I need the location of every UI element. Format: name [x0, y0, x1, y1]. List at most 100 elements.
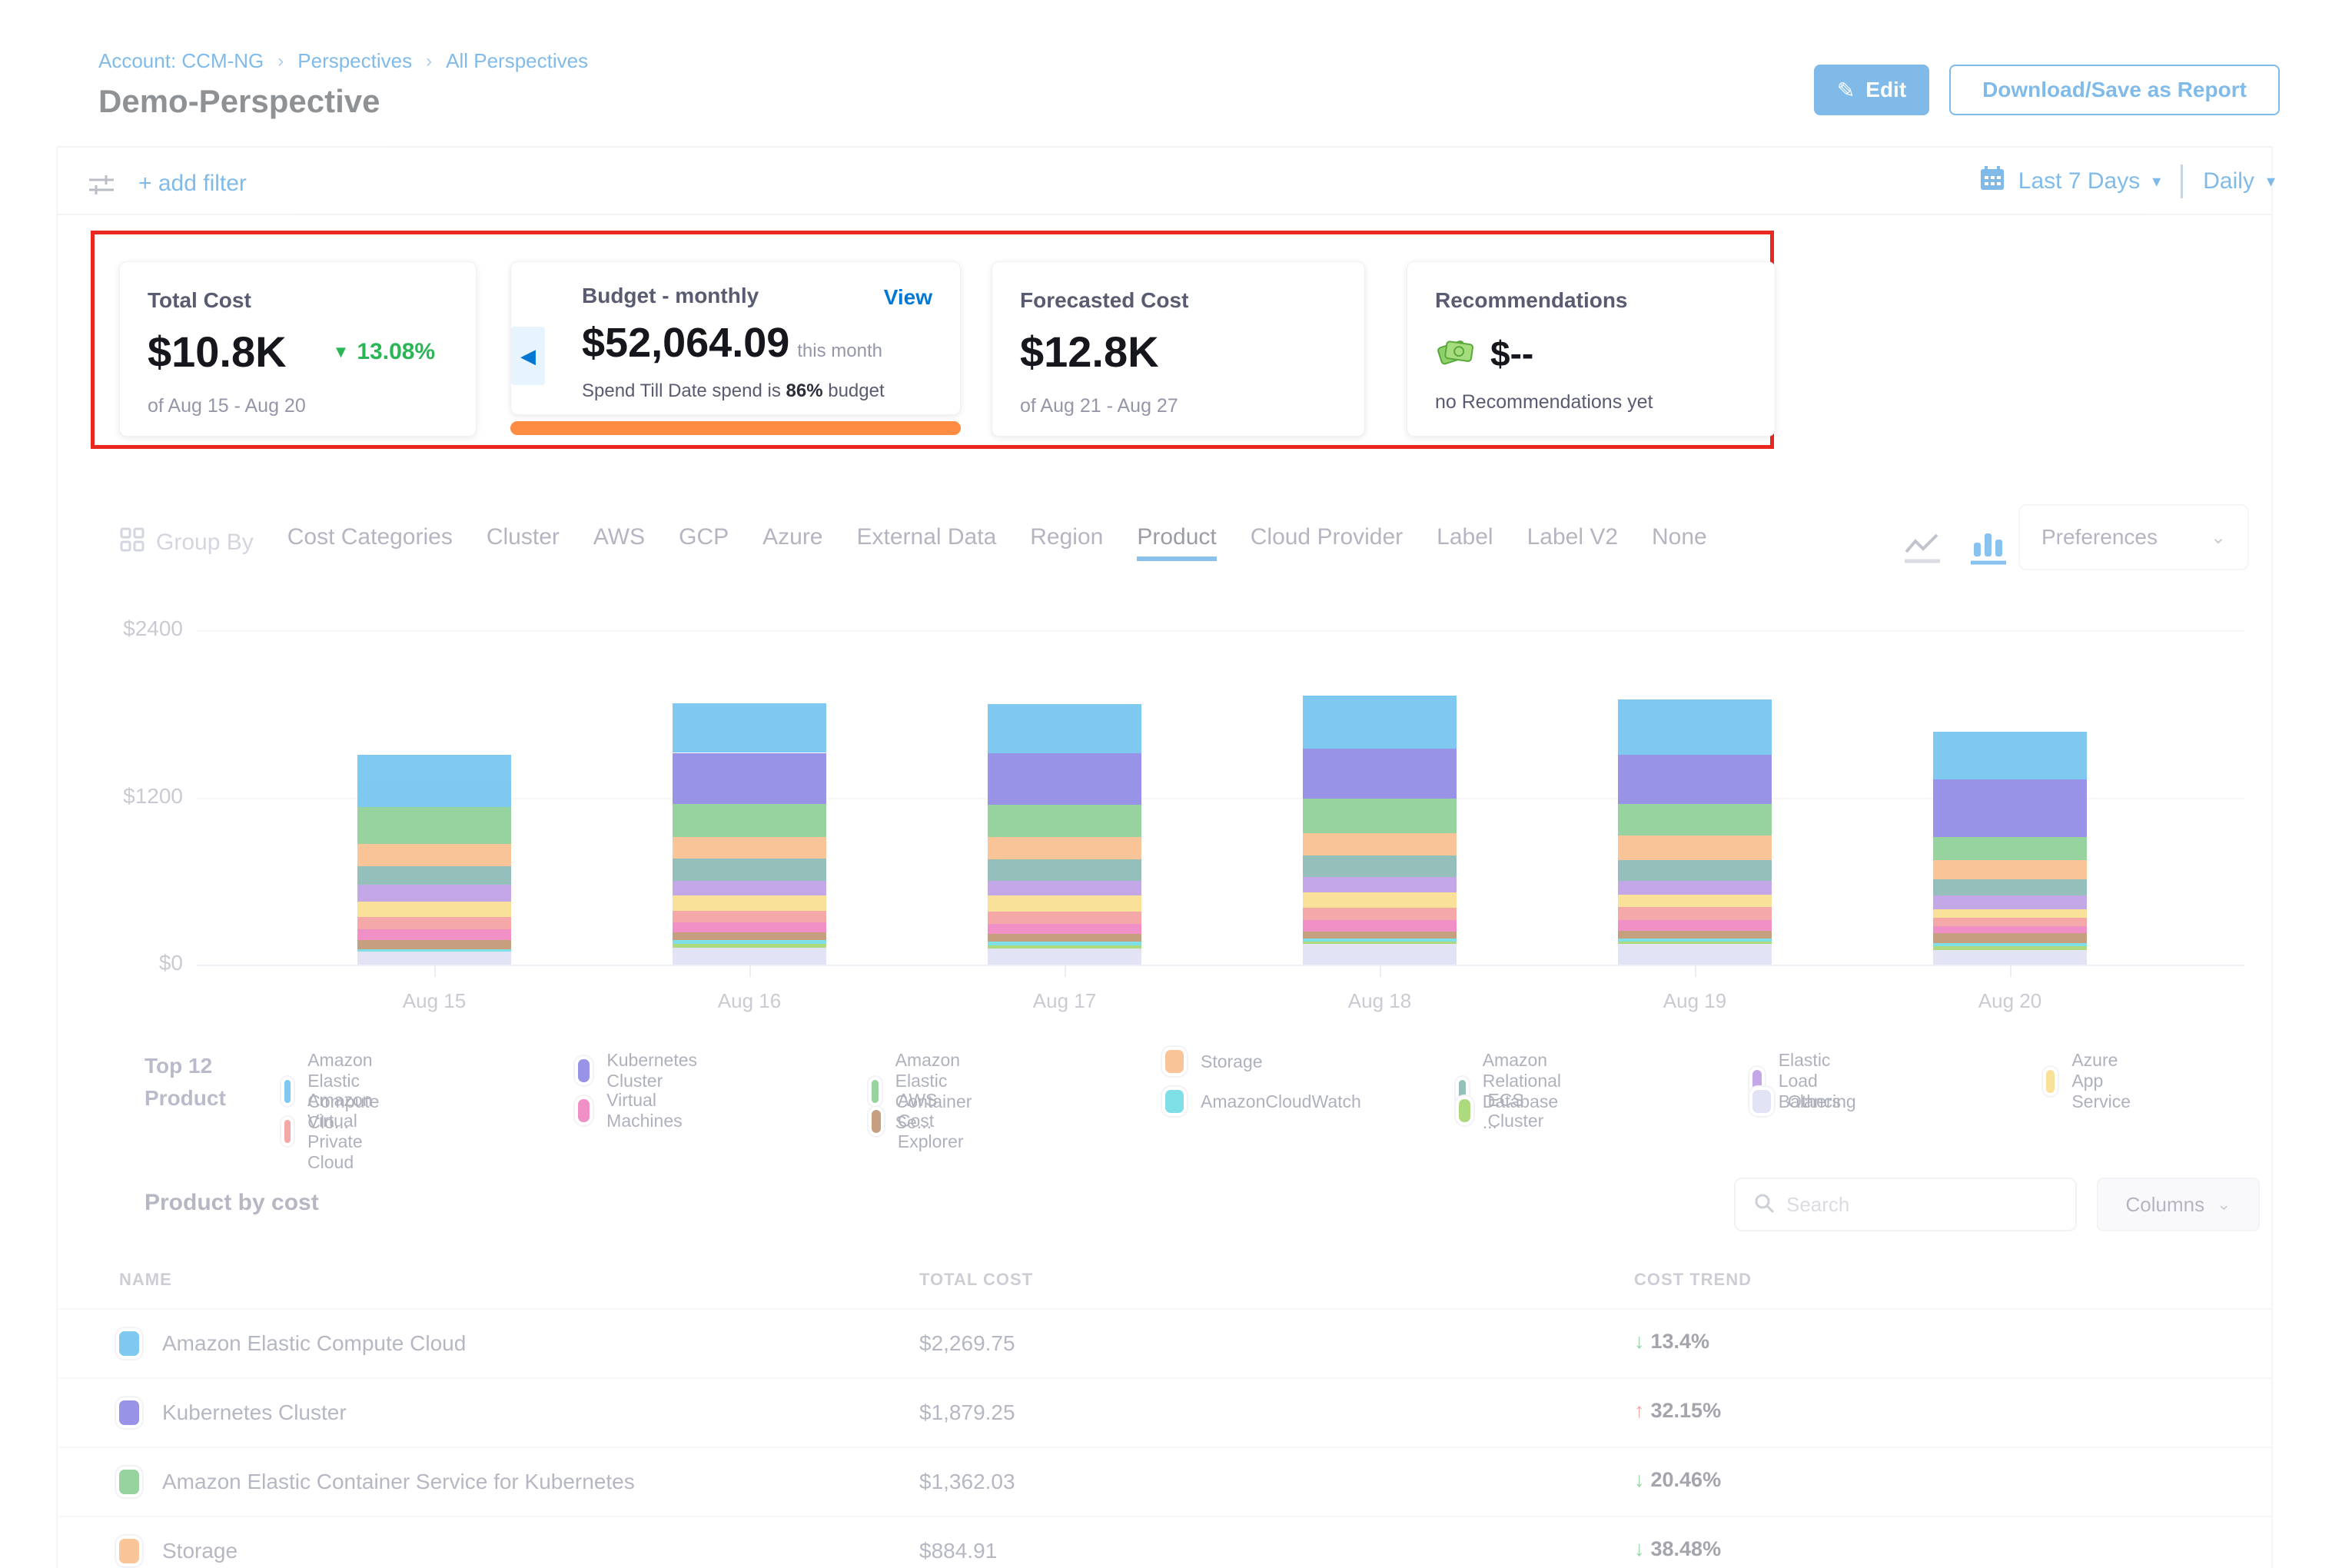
group-by-tab-cost-categories[interactable]: Cost Categories [287, 524, 453, 550]
group-by-tab-region[interactable]: Region [1030, 524, 1104, 550]
bar-segment[interactable] [988, 948, 1141, 965]
product-name[interactable]: Amazon Elastic Container Service for Kub… [162, 1470, 635, 1493]
bar-segment[interactable] [673, 922, 826, 933]
chevron-down-icon[interactable]: ▾ [2266, 171, 2275, 191]
bar-segment[interactable] [1303, 696, 1457, 749]
bar-segment[interactable] [1933, 917, 2087, 927]
legend-item[interactable]: ECS Cluster [1459, 1090, 1550, 1131]
breadcrumb-perspectives[interactable]: Perspectives [297, 49, 413, 72]
bar-segment[interactable] [357, 929, 511, 941]
bar-segment[interactable] [1618, 803, 1772, 836]
bar-segment[interactable] [988, 752, 1141, 805]
chevron-down-icon[interactable]: ▾ [2152, 171, 2161, 191]
bar-segment[interactable] [673, 948, 826, 965]
column-header-name[interactable]: NAME [119, 1270, 172, 1289]
bar-segment[interactable] [1303, 931, 1457, 939]
bar-segment[interactable] [357, 885, 511, 902]
bar-segment[interactable] [1618, 920, 1772, 931]
bar-segment[interactable] [988, 942, 1141, 945]
bar-segment[interactable] [988, 945, 1141, 949]
bar-segment[interactable] [357, 940, 511, 949]
bar-segment[interactable] [1618, 930, 1772, 939]
bar-segment[interactable] [673, 944, 826, 948]
bar-segment[interactable] [1933, 926, 2087, 934]
bar-segment[interactable] [1618, 860, 1772, 882]
bar-segment[interactable] [357, 917, 511, 929]
bar-chart-icon[interactable] [1969, 529, 2009, 571]
bar-segment[interactable] [988, 704, 1141, 753]
group-by-tab-azure[interactable]: Azure [762, 524, 823, 550]
legend-item[interactable]: Amazon Virtual Private Cloud [284, 1090, 384, 1173]
bar-segment[interactable] [988, 881, 1141, 896]
bar-segment[interactable] [673, 895, 826, 912]
legend-item[interactable]: Kubernetes Cluster [578, 1050, 704, 1091]
bar-segment[interactable] [1303, 943, 1457, 965]
bar-segment[interactable] [1933, 895, 2087, 909]
table-row[interactable]: Kubernetes Cluster $1,879.25 ↑ 32.15% [56, 1377, 2273, 1447]
bar-segment[interactable] [1303, 892, 1457, 908]
bar-segment[interactable] [988, 859, 1141, 882]
bar-segment[interactable] [1303, 799, 1457, 833]
bar-segment[interactable] [1303, 920, 1457, 932]
group-by-tab-aws[interactable]: AWS [593, 524, 646, 550]
bar-segment[interactable] [673, 752, 826, 804]
filter-sliders-icon[interactable] [86, 169, 117, 204]
bar-segment[interactable] [988, 923, 1141, 935]
group-by-tab-external-data[interactable]: External Data [856, 524, 997, 550]
legend-item[interactable]: Amazon Elastic Container Se... [872, 1050, 984, 1133]
legend-item[interactable]: Virtual Machines [578, 1090, 689, 1131]
bar-segment[interactable] [357, 948, 511, 952]
budget-prev-arrow[interactable]: ◀ [511, 327, 545, 385]
bar-segment[interactable] [1618, 755, 1772, 804]
column-header-cost-trend[interactable]: COST TREND [1634, 1270, 1752, 1289]
bar-segment[interactable] [673, 940, 826, 945]
download-save-report-button[interactable]: Download/Save as Report [1949, 65, 2280, 115]
product-name[interactable]: Amazon Elastic Compute Cloud [162, 1331, 467, 1355]
bar-segment[interactable] [988, 934, 1141, 942]
edit-button[interactable]: ✎ Edit [1814, 65, 1929, 115]
group-by-tab-label[interactable]: Label [1437, 524, 1493, 550]
bar-segment[interactable] [1933, 949, 2087, 965]
bar-segment[interactable] [1303, 938, 1457, 942]
bar-segment[interactable] [1933, 942, 2087, 947]
legend-item[interactable]: Amazon Relational Database ... [1459, 1050, 1573, 1133]
product-name[interactable]: Kubernetes Cluster [162, 1400, 347, 1424]
preferences-dropdown[interactable]: Preferences ⌄ [2018, 504, 2249, 570]
legend-item[interactable]: Storage [1165, 1050, 1263, 1073]
bar-segment[interactable] [1303, 832, 1457, 855]
bar-segment[interactable] [673, 932, 826, 941]
group-by-tab-cluster[interactable]: Cluster [486, 524, 560, 550]
group-by-tab-product[interactable]: Product [1137, 524, 1217, 561]
bar-segment[interactable] [673, 880, 826, 896]
legend-item[interactable]: Elastic Load Balancing [1752, 1050, 1865, 1112]
product-name[interactable]: Storage [162, 1539, 238, 1563]
granularity-selector[interactable]: Daily [2203, 168, 2254, 194]
bar-segment[interactable] [357, 902, 511, 918]
bar-segment[interactable] [988, 895, 1141, 912]
bar-segment[interactable] [988, 804, 1141, 838]
bar-segment[interactable] [1933, 879, 2087, 896]
legend-item[interactable]: AmazonCloudWatch [1165, 1090, 1361, 1113]
bar-segment[interactable] [1618, 881, 1772, 895]
bar-segment[interactable] [673, 911, 826, 923]
bar-segment[interactable] [1933, 946, 2087, 950]
table-row[interactable]: Amazon Elastic Compute Cloud $2,269.75 ↓ 13… [56, 1308, 2273, 1377]
bar-segment[interactable] [1933, 836, 2087, 860]
bar-segment[interactable] [357, 865, 511, 885]
group-by-tab-label-v2[interactable]: Label V2 [1526, 524, 1619, 550]
bar-segment[interactable] [988, 837, 1141, 860]
bar-segment[interactable] [1618, 942, 1772, 944]
date-range-selector[interactable]: Last 7 Days [2018, 168, 2141, 194]
bar-segment[interactable] [1618, 699, 1772, 756]
legend-item[interactable]: Others [1752, 1090, 1841, 1113]
bar-segment[interactable] [1618, 943, 1772, 965]
bar-segment[interactable] [673, 803, 826, 837]
budget-view-link[interactable]: View [883, 285, 932, 309]
table-row[interactable]: Storage $884.91 ↓ 38.48% [56, 1516, 2273, 1568]
bar-segment[interactable] [1933, 933, 2087, 943]
bar-segment[interactable] [357, 952, 511, 965]
column-header-total-cost[interactable]: TOTAL COST [919, 1270, 1034, 1289]
bar-segment[interactable] [1303, 749, 1457, 799]
columns-dropdown[interactable]: Columns ⌄ [2097, 1178, 2260, 1231]
bar-segment[interactable] [1303, 942, 1457, 944]
